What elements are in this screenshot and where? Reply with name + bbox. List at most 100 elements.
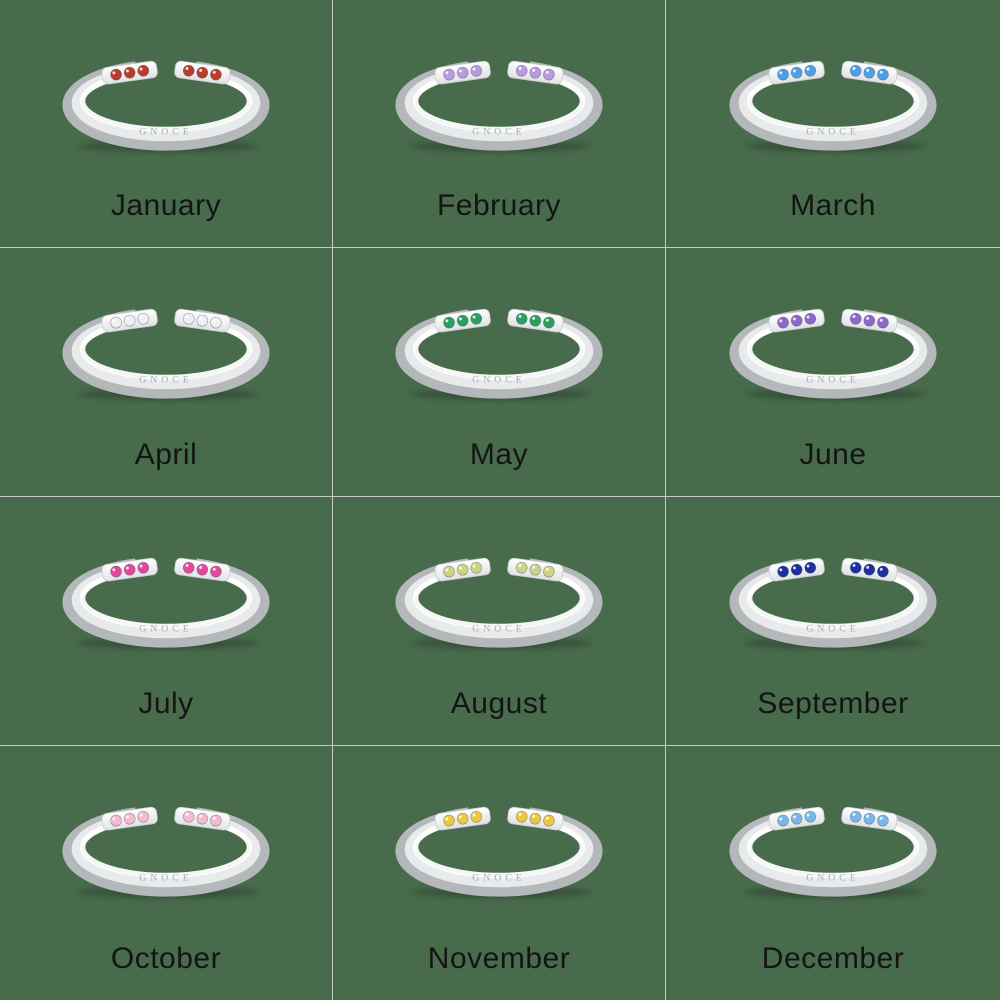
stone-plate-right (507, 806, 564, 831)
month-cell-august[interactable]: GNOCE (333, 497, 666, 746)
ring-band-highlight (79, 72, 253, 133)
month-cell-february[interactable]: GNOCE (333, 0, 666, 248)
month-label: June (799, 438, 867, 471)
brand-engraving: GNOCE (806, 623, 859, 634)
ring-band-mid (71, 812, 261, 888)
ring-band-mid (71, 66, 261, 142)
ring-band-mid (738, 563, 928, 639)
ring-band-mid (738, 314, 928, 390)
stone-plate-left (768, 806, 825, 831)
stone-plate-left (101, 806, 158, 831)
ring-band-highlight (412, 72, 586, 133)
stone-plate-right (841, 557, 898, 582)
birthstone-ring-image: GNOCE (53, 300, 279, 406)
ring-band-outer (62, 807, 270, 897)
ring-graphic: GNOCE (729, 557, 937, 650)
brand-engraving: GNOCE (472, 872, 525, 883)
month-label: February (436, 189, 562, 222)
ring-band-outer (62, 309, 270, 399)
month-cell-july[interactable]: GNOCE (0, 497, 333, 746)
ring-band-mid (404, 812, 594, 888)
ring-graphic: GNOCE (62, 60, 270, 153)
ring-band-highlight (746, 320, 920, 381)
brand-engraving: GNOCE (139, 623, 192, 634)
month-cell-october[interactable]: GNOCE (0, 746, 333, 1000)
stone-plate-left (101, 60, 158, 85)
ring-band-highlight (412, 569, 586, 630)
stone-plate-left (768, 308, 825, 333)
stone-plate-right (841, 60, 898, 85)
stone-plate-left (101, 557, 158, 582)
stone-plate-right (174, 308, 231, 333)
ring-graphic: GNOCE (395, 60, 603, 153)
stone-plate-right (174, 557, 231, 582)
ring-band-highlight (79, 818, 253, 879)
stone-plate-right (507, 308, 564, 333)
brand-engraving: GNOCE (806, 126, 859, 137)
ring-band-outer (62, 61, 270, 151)
brand-engraving: GNOCE (139, 374, 192, 385)
ring-band-outer (729, 61, 937, 151)
stone-plate-right (507, 60, 564, 85)
brand-engraving: GNOCE (139, 872, 192, 883)
ring-band-highlight (412, 320, 586, 381)
stone-plate-right (841, 308, 898, 333)
ring-band-highlight (412, 818, 586, 879)
stone-plate-left (101, 308, 158, 333)
month-label: March (790, 189, 876, 222)
ring-graphic: GNOCE (729, 806, 937, 899)
stone-plate-right (174, 806, 231, 831)
ring-band-outer (395, 61, 603, 151)
ring-graphic: GNOCE (729, 308, 937, 401)
month-cell-september[interactable]: GNOCE (666, 497, 1000, 746)
stone-plate-left (434, 557, 491, 582)
ring-graphic: GNOCE (62, 557, 270, 650)
brand-engraving: GNOCE (472, 126, 525, 137)
month-cell-december[interactable]: GNOCE (666, 746, 1000, 1000)
month-cell-june[interactable]: GNOCE (666, 248, 1000, 497)
stone-plate-right (174, 60, 231, 85)
month-label: July (138, 687, 194, 720)
month-cell-may[interactable]: GNOCE (333, 248, 666, 497)
stone-plate-right (841, 806, 898, 831)
brand-engraving: GNOCE (806, 872, 859, 883)
birthstone-ring-image: GNOCE (53, 798, 279, 904)
ring-band-highlight (79, 569, 253, 630)
brand-engraving: GNOCE (472, 374, 525, 385)
ring-band-outer (729, 807, 937, 897)
month-label: January (110, 189, 222, 222)
ring-band-mid (738, 66, 928, 142)
birthstone-ring-image: GNOCE (53, 52, 279, 158)
ring-band-highlight (79, 320, 253, 381)
month-cell-november[interactable]: GNOCE (333, 746, 666, 1000)
ring-band-highlight (746, 818, 920, 879)
ring-graphic: GNOCE (729, 60, 937, 153)
stone-plate-left (768, 557, 825, 582)
stone-plate-left (434, 806, 491, 831)
ring-band-highlight (746, 569, 920, 630)
ring-graphic: GNOCE (395, 308, 603, 401)
ring-band-mid (71, 563, 261, 639)
ring-band-outer (729, 309, 937, 399)
birthstone-ring-image: GNOCE (386, 549, 612, 655)
birthstone-ring-image: GNOCE (720, 549, 946, 655)
month-label: September (757, 687, 909, 720)
month-cell-january[interactable]: GNOCE (0, 0, 333, 248)
ring-band-mid (71, 314, 261, 390)
ring-band-mid (738, 812, 928, 888)
ring-band-outer (395, 807, 603, 897)
month-cell-april[interactable]: GNOCE (0, 248, 333, 497)
month-label: November (427, 942, 571, 975)
month-label: May (469, 438, 529, 471)
birthstone-ring-image: GNOCE (720, 798, 946, 904)
ring-band-outer (729, 558, 937, 648)
month-label: August (450, 687, 548, 720)
stone-plate-left (434, 308, 491, 333)
birthstone-ring-image: GNOCE (53, 549, 279, 655)
stone-plate-left (434, 60, 491, 85)
ring-graphic: GNOCE (395, 806, 603, 899)
month-label: December (761, 942, 905, 975)
stone-plate-right (507, 557, 564, 582)
month-cell-march[interactable]: GNOCE (666, 0, 1000, 248)
